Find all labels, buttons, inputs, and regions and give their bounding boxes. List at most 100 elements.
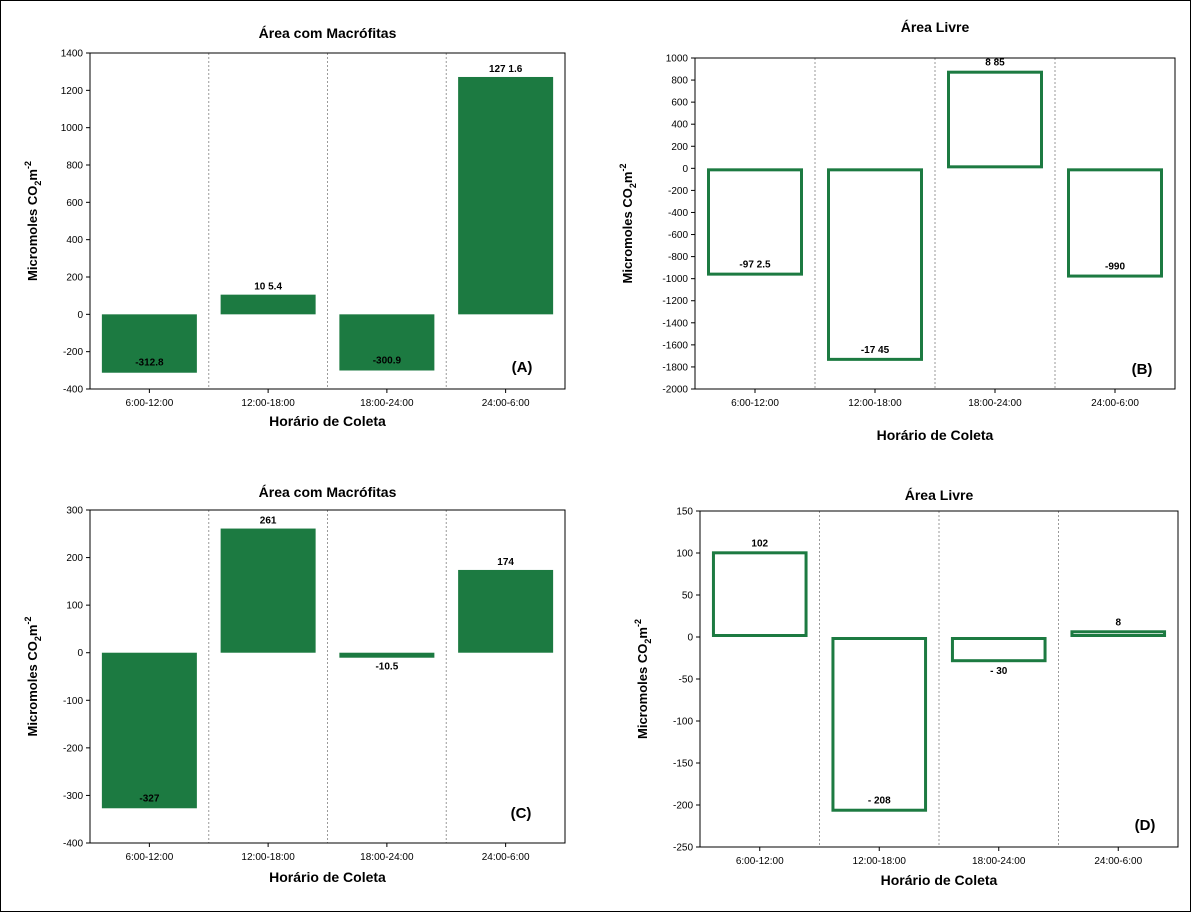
- data-label: -327: [139, 793, 159, 804]
- data-label: -97 2.5: [739, 260, 771, 271]
- data-label: 174: [497, 557, 514, 568]
- y-tick-label: -1000: [662, 274, 688, 285]
- panel-label: (A): [512, 359, 533, 376]
- x-tick-label: 18:00-24:00: [968, 398, 1022, 409]
- y-axis-label-part: Micromoles CO: [635, 644, 650, 739]
- data-label: -17 45: [861, 345, 890, 356]
- y-tick-label: 100: [66, 601, 83, 612]
- x-tick-label: 24:00-6:00: [482, 852, 530, 863]
- data-label: 127 1.6: [489, 64, 523, 75]
- y-tick-label: 50: [682, 591, 694, 602]
- y-tick-label: 300: [66, 506, 83, 517]
- y-tick-label: 600: [66, 198, 83, 209]
- y-axis-label: Micromoles CO2m-2: [618, 164, 638, 284]
- plot-area: [89, 52, 566, 390]
- y-axis-label-part: -2: [23, 161, 33, 169]
- y-tick-label: 1000: [61, 123, 84, 134]
- data-label: 10 5.4: [254, 282, 282, 293]
- bar: [220, 528, 316, 653]
- bar: [339, 652, 435, 658]
- data-label: 261: [260, 516, 277, 527]
- data-label: -990: [1105, 262, 1125, 273]
- y-tick-label: -50: [679, 675, 694, 686]
- y-tick-label: -200: [63, 743, 83, 754]
- x-tick-label: 6:00-12:00: [125, 398, 173, 409]
- data-label: -300.9: [373, 356, 402, 367]
- y-axis-label-part: -2: [618, 164, 628, 172]
- x-axis-label: Horário de Coleta: [877, 427, 994, 443]
- y-tick-label: -400: [668, 208, 688, 219]
- y-tick-label: 200: [66, 553, 83, 564]
- x-tick-label: 18:00-24:00: [360, 398, 414, 409]
- y-tick-label: 1200: [61, 86, 84, 97]
- y-tick-label: -1200: [662, 296, 688, 307]
- x-axis-label: Horário de Coleta: [881, 872, 998, 888]
- plot-area: [89, 509, 566, 844]
- data-label: 102: [751, 538, 768, 549]
- x-tick-label: 18:00-24:00: [972, 856, 1026, 867]
- y-tick-label: -250: [673, 843, 693, 854]
- x-tick-label: 6:00-12:00: [731, 398, 779, 409]
- y-axis-label-part: Micromoles CO: [25, 186, 40, 281]
- data-label: - 30: [990, 666, 1008, 677]
- chart-title: Área Livre: [901, 19, 970, 35]
- data-label: -10.5: [375, 662, 398, 673]
- bar: [827, 168, 923, 361]
- y-axis-label-part: -2: [633, 619, 643, 627]
- bar: [339, 314, 435, 371]
- y-tick-label: 800: [671, 76, 688, 87]
- chart-panel-2: Área Livre-97 2.5-17 458 85-990-2000-180…: [618, 19, 1176, 443]
- y-tick-label: -200: [668, 186, 688, 197]
- y-axis-label-part: Micromoles CO: [25, 641, 40, 736]
- y-tick-label: -600: [668, 230, 688, 241]
- x-axis-label: Horário de Coleta: [269, 869, 386, 885]
- y-tick-label: -800: [668, 252, 688, 263]
- y-tick-label: -400: [63, 839, 83, 850]
- y-axis-label-part: -2: [23, 617, 33, 625]
- x-tick-label: 12:00-18:00: [848, 398, 902, 409]
- x-tick-label: 12:00-18:00: [241, 852, 295, 863]
- y-axis-label-part: 2: [33, 181, 43, 186]
- y-axis-label-part: 2: [628, 183, 638, 188]
- y-tick-label: 800: [66, 161, 83, 172]
- bar: [458, 569, 554, 653]
- chart-title: Área Livre: [905, 487, 974, 503]
- chart-title: Área com Macrófitas: [259, 25, 397, 41]
- y-tick-label: 1400: [61, 49, 84, 60]
- y-tick-label: 1000: [666, 54, 689, 65]
- y-axis-label: Micromoles CO2m-2: [23, 617, 43, 737]
- plot-area: [694, 57, 1176, 390]
- bar: [101, 652, 197, 809]
- bar: [947, 70, 1043, 169]
- y-tick-label: 200: [66, 273, 83, 284]
- y-axis-label-part: 2: [643, 639, 653, 644]
- y-tick-label: 400: [66, 235, 83, 246]
- x-tick-label: 6:00-12:00: [125, 852, 173, 863]
- chart-title: Área com Macrófitas: [259, 484, 397, 500]
- y-tick-label: 200: [671, 142, 688, 153]
- x-tick-label: 12:00-18:00: [853, 856, 907, 867]
- panel-label: (B): [1132, 361, 1153, 378]
- y-tick-label: -2000: [662, 385, 688, 396]
- x-tick-label: 6:00-12:00: [736, 856, 784, 867]
- x-tick-label: 24:00-6:00: [1091, 398, 1139, 409]
- panel-label: (C): [511, 805, 532, 822]
- y-axis-label-part: m: [635, 627, 650, 639]
- y-tick-label: -200: [673, 801, 693, 812]
- x-tick-label: 12:00-18:00: [241, 398, 295, 409]
- bar: [1070, 630, 1167, 638]
- y-tick-label: 0: [77, 648, 83, 659]
- y-tick-label: 0: [682, 164, 688, 175]
- y-tick-label: -200: [63, 347, 83, 358]
- y-tick-label: 0: [687, 633, 693, 644]
- bar: [950, 637, 1047, 663]
- data-label: - 208: [868, 796, 891, 807]
- y-axis-label-part: m: [25, 625, 40, 637]
- bar: [101, 314, 197, 373]
- y-tick-label: -1400: [662, 318, 688, 329]
- x-tick-label: 18:00-24:00: [360, 852, 414, 863]
- y-axis-label-part: Micromoles CO: [620, 188, 635, 283]
- y-tick-label: -400: [63, 385, 83, 396]
